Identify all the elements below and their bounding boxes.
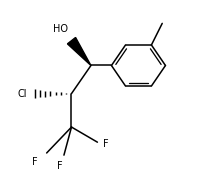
Text: F: F (103, 139, 108, 149)
Text: HO: HO (53, 24, 68, 34)
Text: Cl: Cl (18, 89, 27, 99)
Text: F: F (32, 157, 38, 167)
Text: F: F (57, 161, 62, 171)
Polygon shape (67, 37, 91, 65)
